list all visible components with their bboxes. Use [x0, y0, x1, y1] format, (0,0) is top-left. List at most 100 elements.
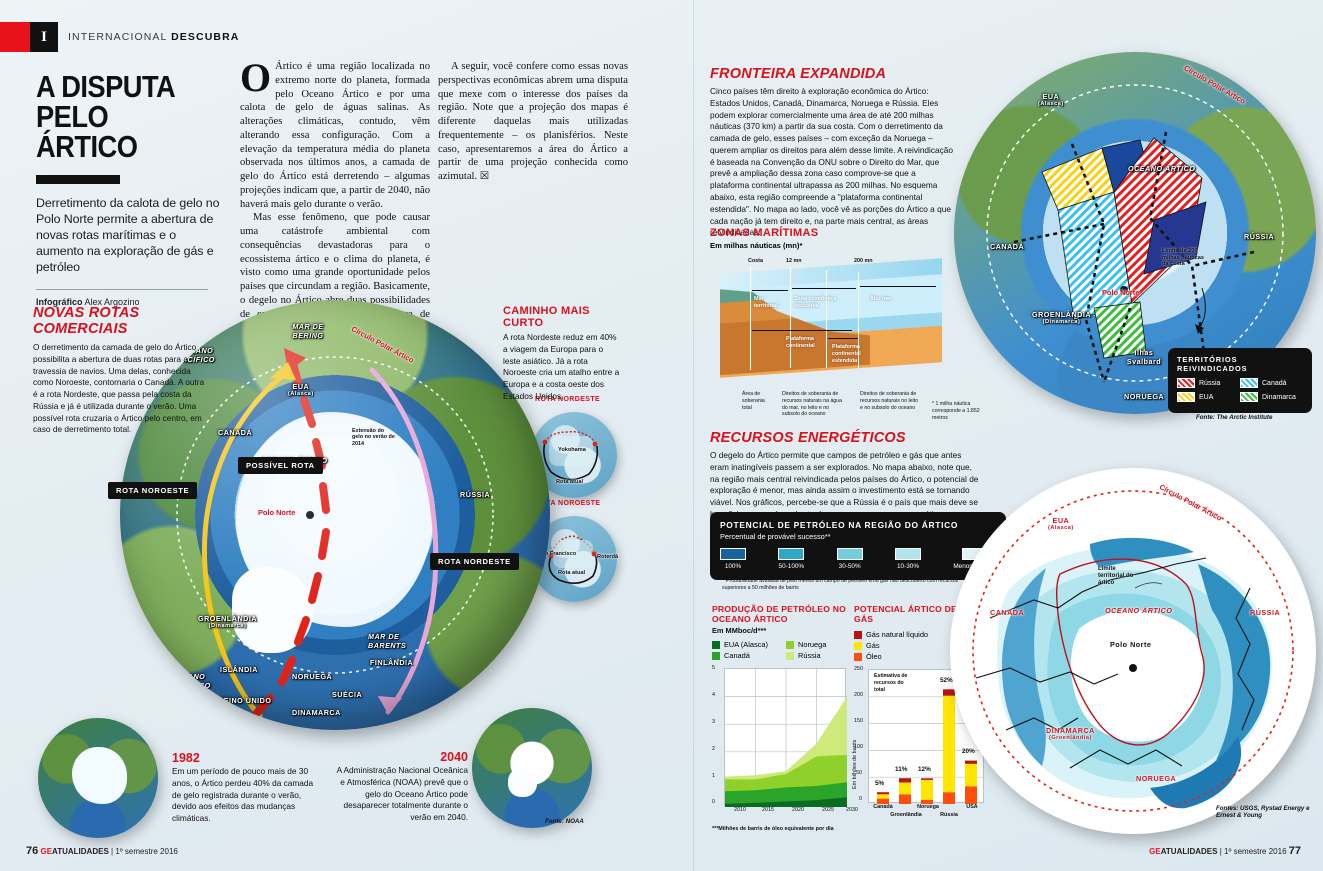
- potencial-note: **Probabilidade avaliada de pelo menos u…: [722, 578, 959, 592]
- title-line-1: A DISPUTA: [36, 69, 176, 104]
- legend-item: Noruega: [786, 640, 860, 649]
- novas-rotas-title: NOVAS ROTAS COMERCIAIS: [33, 305, 140, 337]
- scale-swatch: [720, 548, 746, 560]
- bar-pct-groenlandia: 11%: [895, 766, 908, 774]
- chartA-footnote: ***Milhões de barris de óleo equivalente…: [712, 826, 834, 833]
- label-suecia: SUÉCIA: [332, 690, 363, 699]
- footer-right-brand: GE: [1149, 847, 1161, 856]
- claims-legend: TERRITÓRIOS REIVINDICADOS Rússia Canadá …: [1168, 348, 1312, 413]
- chartA-title: PRODUÇÃO DE PETRÓLEO NO OCEANO ÁRTICO: [712, 604, 846, 625]
- header-initial: I: [30, 22, 58, 52]
- caminho-title: CAMINHO MAIS CURTO: [503, 305, 590, 329]
- mini-globe-2-port-2: Roterdã: [597, 554, 619, 560]
- claims-legend-title: TERRITÓRIOS REIVINDICADOS: [1177, 355, 1248, 373]
- drop-cap: O: [240, 55, 272, 100]
- globe-2040: [472, 708, 592, 828]
- legend-item-dinamarca: Dinamarca: [1240, 392, 1303, 402]
- intro-p1-text: Ártico é uma região localizada no extrem…: [240, 61, 430, 210]
- source-noaa: Fonte: NOAA: [545, 818, 584, 825]
- greenland-2040: [508, 768, 537, 797]
- legend-label: EUA (Alasca): [724, 640, 768, 650]
- potencial-subtitle: Percentual de provável sucesso**: [720, 532, 831, 541]
- footer-right-issue: | 1º semestre 2016: [1219, 847, 1287, 856]
- novas-rotas-section: NOVAS ROTAS COMERCIAIS O derretimento da…: [33, 305, 208, 436]
- scale-item: 100%: [720, 548, 746, 570]
- label-extensao-gelo: Extensão do gelo no verão de 2014: [352, 428, 395, 447]
- page-header: I INTERNACIONAL DESCUBRA: [0, 22, 239, 52]
- bar-pct-russia: 52%: [940, 677, 953, 685]
- claims-label-canada: CANADÁ: [990, 242, 1025, 251]
- scale-swatch: [894, 548, 921, 560]
- caminho-section: CAMINHO MAIS CURTO A rota Nordeste reduz…: [503, 305, 621, 403]
- fronteira-title: FRONTEIRA EXPANDIDA: [710, 66, 887, 82]
- page-title: A DISPUTA PELO ÁRTICO: [36, 69, 203, 164]
- callout-2: Direitos de soberania de recursos natura…: [782, 391, 842, 418]
- legend-item: Gás: [854, 641, 1004, 650]
- energy-label-noruega: NORUEGA: [1136, 774, 1177, 783]
- title-divider: [36, 288, 208, 290]
- zone-plataforma-estendida: Plataforma continental estendida: [832, 344, 861, 364]
- legend-swatch-russia: [1177, 378, 1195, 388]
- legend-label: Gás: [866, 641, 880, 651]
- scale-item: 30-50%: [836, 548, 863, 570]
- claims-legend-row: Rússia Canadá: [1177, 378, 1303, 388]
- label-noruega: NORUEGA: [292, 672, 333, 681]
- header-red-block: [0, 22, 30, 52]
- legend-label: EUA: [1199, 393, 1214, 401]
- intro-paragraph-1: O Ártico é uma região localizada no extre…: [240, 55, 430, 211]
- chip-possivel-rota: POSSÍVEL ROTA: [238, 457, 323, 474]
- chartB-xaxis: Canadá Groenlândia Noruega Rússia USA: [868, 803, 1004, 825]
- year-2040: 2040: [440, 750, 468, 764]
- legend-item-eua: EUA: [1177, 392, 1240, 402]
- mini-globe-1-port-2: Yokohama: [558, 447, 586, 453]
- legend-item: Canadá: [712, 651, 786, 660]
- ytick: 0: [859, 796, 862, 803]
- claims-label-polo-norte: Polo Norte: [1102, 288, 1140, 297]
- zonas-callouts: Área de soberania total Direitos de sobe…: [720, 387, 980, 429]
- map-energy-potential: EUA (Alasca) CANADÁ RÚSSIA DINAMARCA (Groe…: [950, 468, 1316, 834]
- label-groenlandia: GROENLÂNDIA (Dinamarca): [198, 614, 258, 629]
- mini-globe-2-routes: [548, 535, 598, 584]
- scale-swatch: [836, 548, 863, 560]
- legend-swatch: [712, 640, 720, 649]
- recursos-section: RECURSOS ENERGÉTICOS O degelo do Ártico …: [710, 430, 980, 521]
- year-1982: 1982: [172, 751, 200, 765]
- energy-label-dinamarca: DINAMARCA (Groenlândia): [1046, 726, 1095, 741]
- mini-globe-2-title: ROTA NOROESTE: [535, 500, 601, 507]
- zone-plataforma: Plataforma continental: [786, 336, 815, 349]
- title-line-2: PELO ÁRTICO: [36, 98, 138, 164]
- legend-item: Rússia: [786, 651, 860, 660]
- energy-label-eua: EUA (Alasca): [1048, 516, 1074, 531]
- header-section: INTERNACIONAL: [68, 31, 168, 43]
- legend-item: Óleo: [854, 652, 1004, 661]
- label-mar-barents: MAR DE BARENTS: [368, 632, 407, 650]
- chartA-subtitle: Em MMboc/d***: [712, 626, 767, 636]
- footer-left-brand: GE: [40, 847, 53, 856]
- ytick: 50: [856, 770, 862, 777]
- claims-source: Fonte: The Arctic Institute: [1196, 414, 1273, 421]
- ytick: 0: [712, 799, 715, 806]
- ytick: 4: [712, 692, 715, 699]
- legend-swatch-dinamarca: [1240, 392, 1258, 402]
- legend-label: Canadá: [724, 651, 750, 661]
- legend-swatch-eua: [1177, 392, 1195, 402]
- chartA-plot-wrap: 5 4 3 2 1 0: [712, 665, 860, 816]
- footer-right-pub: ATUALIDADES: [1160, 847, 1218, 856]
- mini-globe-1-title: ROTA NORDESTE: [535, 396, 601, 403]
- recursos-text: O degelo do Ártico permite que campos de…: [710, 450, 979, 519]
- footer-left-pub: ATUALIDADES: [52, 847, 109, 856]
- bar-pct-noruega: 12%: [918, 766, 931, 774]
- ytick: 1: [712, 773, 715, 780]
- energy-label-limite: Limite territorial do ártico: [1098, 566, 1134, 587]
- zonas-footnote: * 1 milha náutica corresponde a 1.852 me…: [932, 401, 980, 421]
- energy-label-russia: RÚSSIA: [1250, 608, 1281, 617]
- legend-swatch-canada: [1240, 378, 1258, 388]
- fronteira-section: FRONTEIRA EXPANDIDA Cinco países têm dir…: [710, 66, 955, 239]
- mini-globe-2-port-1: São Francisco: [538, 551, 577, 557]
- claims-label-svalbard: Ilhas Svalbard: [1126, 348, 1162, 366]
- claims-legend-row: EUA Dinamarca: [1177, 392, 1303, 402]
- mini-globe-2-current: Rota atual: [558, 570, 586, 576]
- legend-swatch: [712, 651, 720, 660]
- zonas-maritimas-block: ZONAS MARÍTIMAS Em milhas náuticas (mn)*…: [710, 227, 980, 429]
